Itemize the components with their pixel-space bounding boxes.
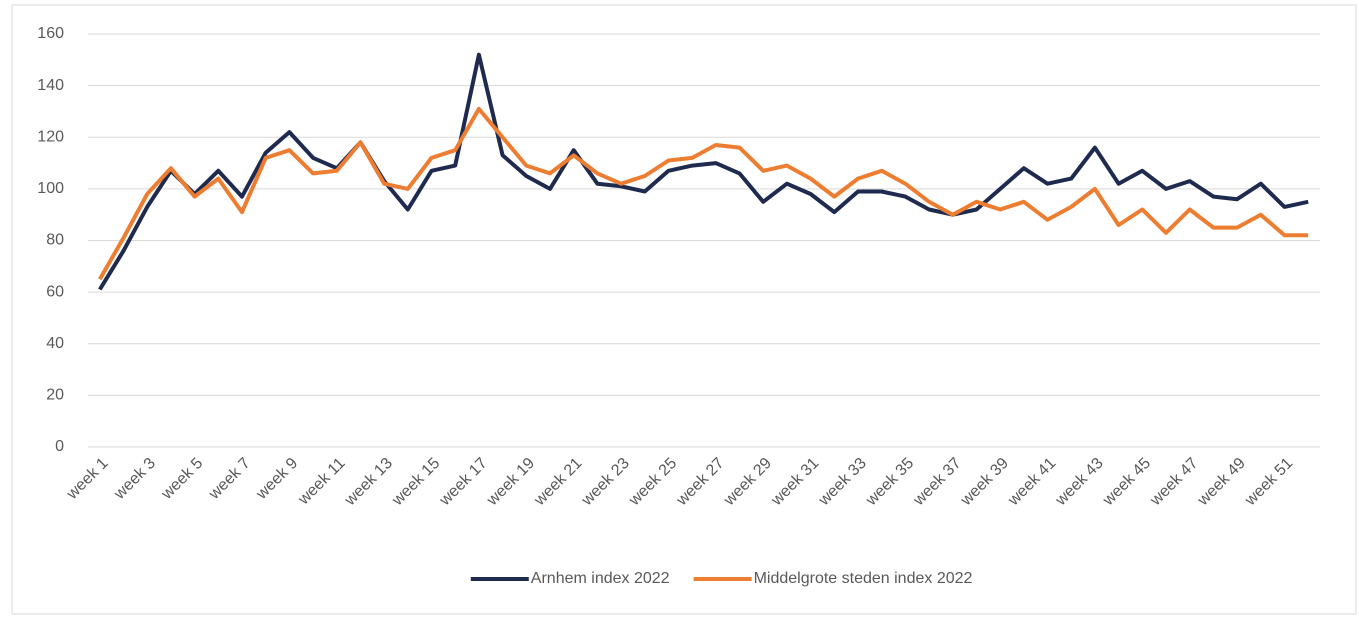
x-tick-label: week 29 — [720, 455, 775, 510]
x-tick-label: week 43 — [1052, 455, 1107, 510]
x-tick-label: week 37 — [910, 455, 965, 510]
x-tick-label: week 19 — [483, 455, 538, 510]
x-tick-label: week 31 — [768, 455, 823, 510]
y-tick-label: 40 — [46, 335, 64, 352]
y-tick-label: 0 — [55, 438, 64, 455]
y-tick-label: 160 — [37, 25, 64, 42]
line-series — [98, 106, 1309, 281]
x-tick-label: week 15 — [388, 455, 443, 510]
legend-label: Middelgrote steden index 2022 — [754, 570, 973, 587]
x-tick-label: week 5 — [158, 455, 207, 504]
y-tick-label: 120 — [37, 128, 64, 145]
x-tick-label: week 51 — [1241, 455, 1296, 510]
chart-border — [11, 4, 1357, 615]
line-series — [98, 52, 1309, 291]
x-tick-label: week 21 — [531, 455, 586, 510]
y-tick-label: 60 — [46, 283, 64, 300]
y-tick-label: 80 — [46, 232, 64, 249]
legend-label: Arnhem index 2022 — [531, 570, 670, 587]
y-tick-label: 100 — [37, 180, 64, 197]
x-tick-label: week 3 — [110, 455, 159, 504]
x-tick-label: week 7 — [205, 455, 254, 504]
x-tick-label: week 11 — [295, 455, 349, 509]
x-tick-label: week 13 — [341, 455, 396, 510]
x-tick-label: week 41 — [1004, 455, 1059, 510]
y-tick-label: 140 — [37, 77, 64, 94]
x-tick-label: week 49 — [1194, 455, 1249, 510]
x-tick-label: week 47 — [1147, 455, 1202, 510]
x-tick-label: week 23 — [578, 455, 633, 510]
x-tick-label: week 45 — [1099, 455, 1154, 510]
y-tick-label: 20 — [46, 387, 64, 404]
x-tick-label: week 1 — [63, 455, 112, 504]
x-tick-label: week 27 — [673, 455, 728, 510]
x-tick-label: week 33 — [815, 455, 870, 510]
x-tick-label: week 35 — [862, 455, 917, 510]
x-tick-label: week 17 — [436, 455, 491, 510]
x-tick-label: week 39 — [957, 455, 1012, 510]
x-tick-label: week 25 — [625, 455, 680, 510]
